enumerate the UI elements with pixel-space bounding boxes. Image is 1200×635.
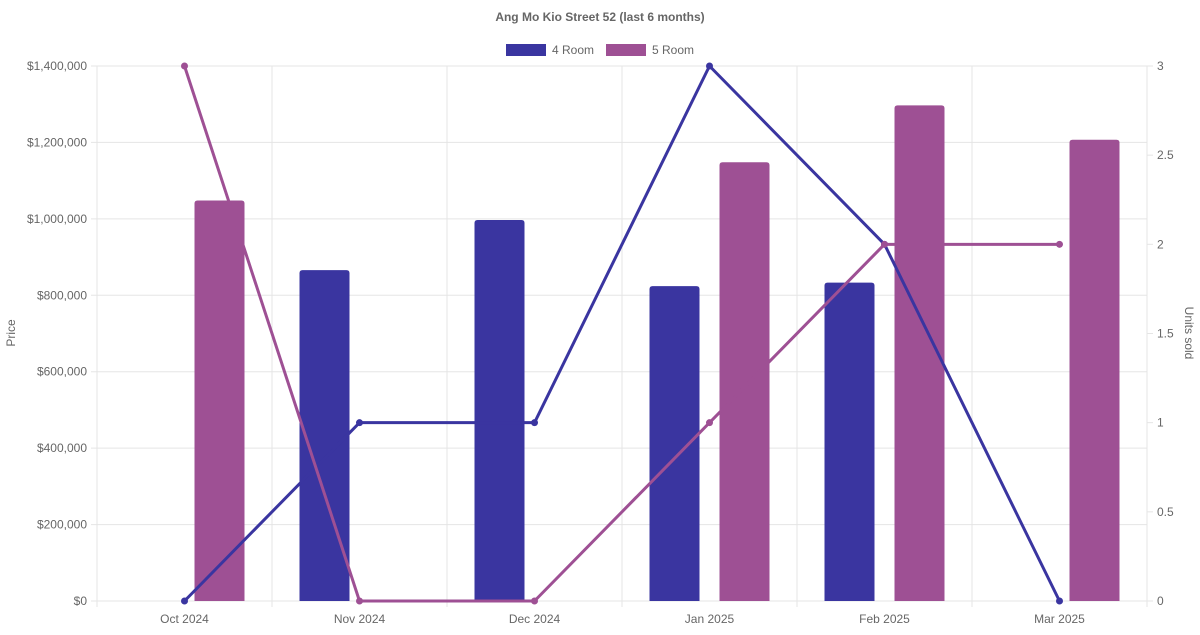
point-4-room-jan-2025[interactable] bbox=[706, 62, 713, 70]
bar-5-room-jan-2025[interactable] bbox=[719, 162, 770, 602]
y-tick-label: $200,000 bbox=[37, 518, 87, 532]
bar-4-room-jan-2025[interactable] bbox=[649, 286, 700, 601]
x-tick-label: Nov 2024 bbox=[334, 612, 386, 626]
x-tick-label: Feb 2025 bbox=[859, 612, 910, 626]
point-4-room-mar-2025[interactable] bbox=[1056, 597, 1063, 605]
bar-5-room-feb-2025[interactable] bbox=[894, 105, 945, 601]
chart-title: Ang Mo Kio Street 52 (last 6 months) bbox=[495, 10, 704, 24]
y-tick-label: $800,000 bbox=[37, 288, 87, 302]
point-4-room-dec-2024[interactable] bbox=[531, 419, 538, 427]
legend-label-4-room[interactable]: 4 Room bbox=[552, 43, 594, 57]
y2-tick-label: 2.5 bbox=[1157, 148, 1174, 162]
legend-label-5-room[interactable]: 5 Room bbox=[652, 43, 694, 57]
bar-4-room-feb-2025[interactable] bbox=[824, 282, 875, 601]
line-4-room bbox=[183, 64, 1061, 603]
y-tick-label: $1,200,000 bbox=[27, 135, 87, 149]
x-tick-label: Dec 2024 bbox=[509, 612, 561, 626]
x-tick-label: Jan 2025 bbox=[685, 612, 735, 626]
axes: $0 $200,000 $400,000 $600,000 $800,000 $1,000… bbox=[27, 59, 1174, 626]
y-axis-title: Price bbox=[4, 319, 18, 347]
y-tick-label: $1,000,000 bbox=[27, 212, 87, 226]
y2-tick-label: 1.5 bbox=[1157, 327, 1174, 341]
legend-swatch-4-room[interactable] bbox=[506, 44, 546, 56]
y2-tick-label: 2 bbox=[1157, 237, 1164, 251]
point-4-room-nov-2024[interactable] bbox=[356, 419, 363, 427]
y2-tick-label: 0.5 bbox=[1157, 505, 1174, 519]
y-tick-label: $1,400,000 bbox=[27, 59, 87, 73]
line-5-room bbox=[183, 65, 1060, 603]
point-5-room-feb-2025[interactable] bbox=[881, 240, 888, 248]
bar-4-room-nov-2024[interactable] bbox=[299, 270, 350, 601]
point-5-room-jan-2025[interactable] bbox=[706, 419, 713, 427]
y2-axis-title: Units sold bbox=[1182, 307, 1196, 360]
y-tick-label: $600,000 bbox=[37, 365, 87, 379]
y2-tick-label: 0 bbox=[1157, 594, 1164, 608]
point-5-room-oct-2024[interactable] bbox=[181, 62, 188, 70]
lines bbox=[181, 62, 1063, 605]
point-4-room-oct-2024[interactable] bbox=[181, 597, 188, 605]
bar-5-room-mar-2025[interactable] bbox=[1069, 139, 1120, 601]
x-tick-label: Mar 2025 bbox=[1034, 612, 1085, 626]
y2-tick-label: 1 bbox=[1157, 416, 1164, 430]
grid bbox=[91, 65, 1153, 607]
point-5-room-dec-2024[interactable] bbox=[531, 597, 538, 605]
point-5-room-mar-2025[interactable] bbox=[1056, 240, 1063, 248]
bar-5-room-oct-2024[interactable] bbox=[194, 200, 245, 601]
bar-4-room-dec-2024[interactable] bbox=[474, 220, 525, 601]
y-tick-label: $400,000 bbox=[37, 441, 87, 455]
y-tick-label: $0 bbox=[74, 594, 88, 608]
x-tick-label: Oct 2024 bbox=[160, 612, 209, 626]
point-5-room-nov-2024[interactable] bbox=[356, 597, 363, 605]
bars bbox=[194, 105, 1120, 602]
legend-swatch-5-room[interactable] bbox=[606, 44, 646, 56]
legend: 4 Room 5 Room bbox=[506, 43, 694, 57]
y2-tick-label: 3 bbox=[1157, 59, 1164, 73]
